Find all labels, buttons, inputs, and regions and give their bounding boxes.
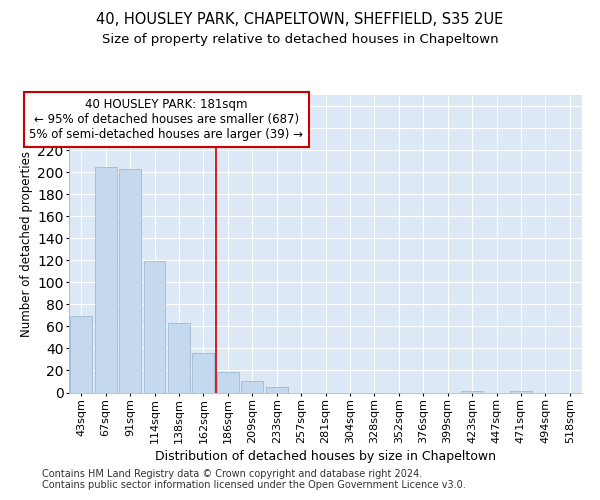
Bar <box>70 316 92 392</box>
Bar <box>217 372 239 392</box>
Bar <box>241 382 263 392</box>
Bar <box>95 166 116 392</box>
Text: Size of property relative to detached houses in Chapeltown: Size of property relative to detached ho… <box>101 32 499 46</box>
Bar <box>168 323 190 392</box>
Bar <box>193 353 214 393</box>
Text: Contains public sector information licensed under the Open Government Licence v3: Contains public sector information licen… <box>42 480 466 490</box>
Bar <box>266 387 287 392</box>
Text: 40 HOUSLEY PARK: 181sqm
← 95% of detached houses are smaller (687)
5% of semi-de: 40 HOUSLEY PARK: 181sqm ← 95% of detache… <box>29 98 304 141</box>
Y-axis label: Number of detached properties: Number of detached properties <box>20 151 33 337</box>
Text: 40, HOUSLEY PARK, CHAPELTOWN, SHEFFIELD, S35 2UE: 40, HOUSLEY PARK, CHAPELTOWN, SHEFFIELD,… <box>97 12 503 28</box>
X-axis label: Distribution of detached houses by size in Chapeltown: Distribution of detached houses by size … <box>155 450 496 463</box>
Bar <box>143 262 166 392</box>
Text: Contains HM Land Registry data © Crown copyright and database right 2024.: Contains HM Land Registry data © Crown c… <box>42 469 422 479</box>
Bar <box>119 169 141 392</box>
